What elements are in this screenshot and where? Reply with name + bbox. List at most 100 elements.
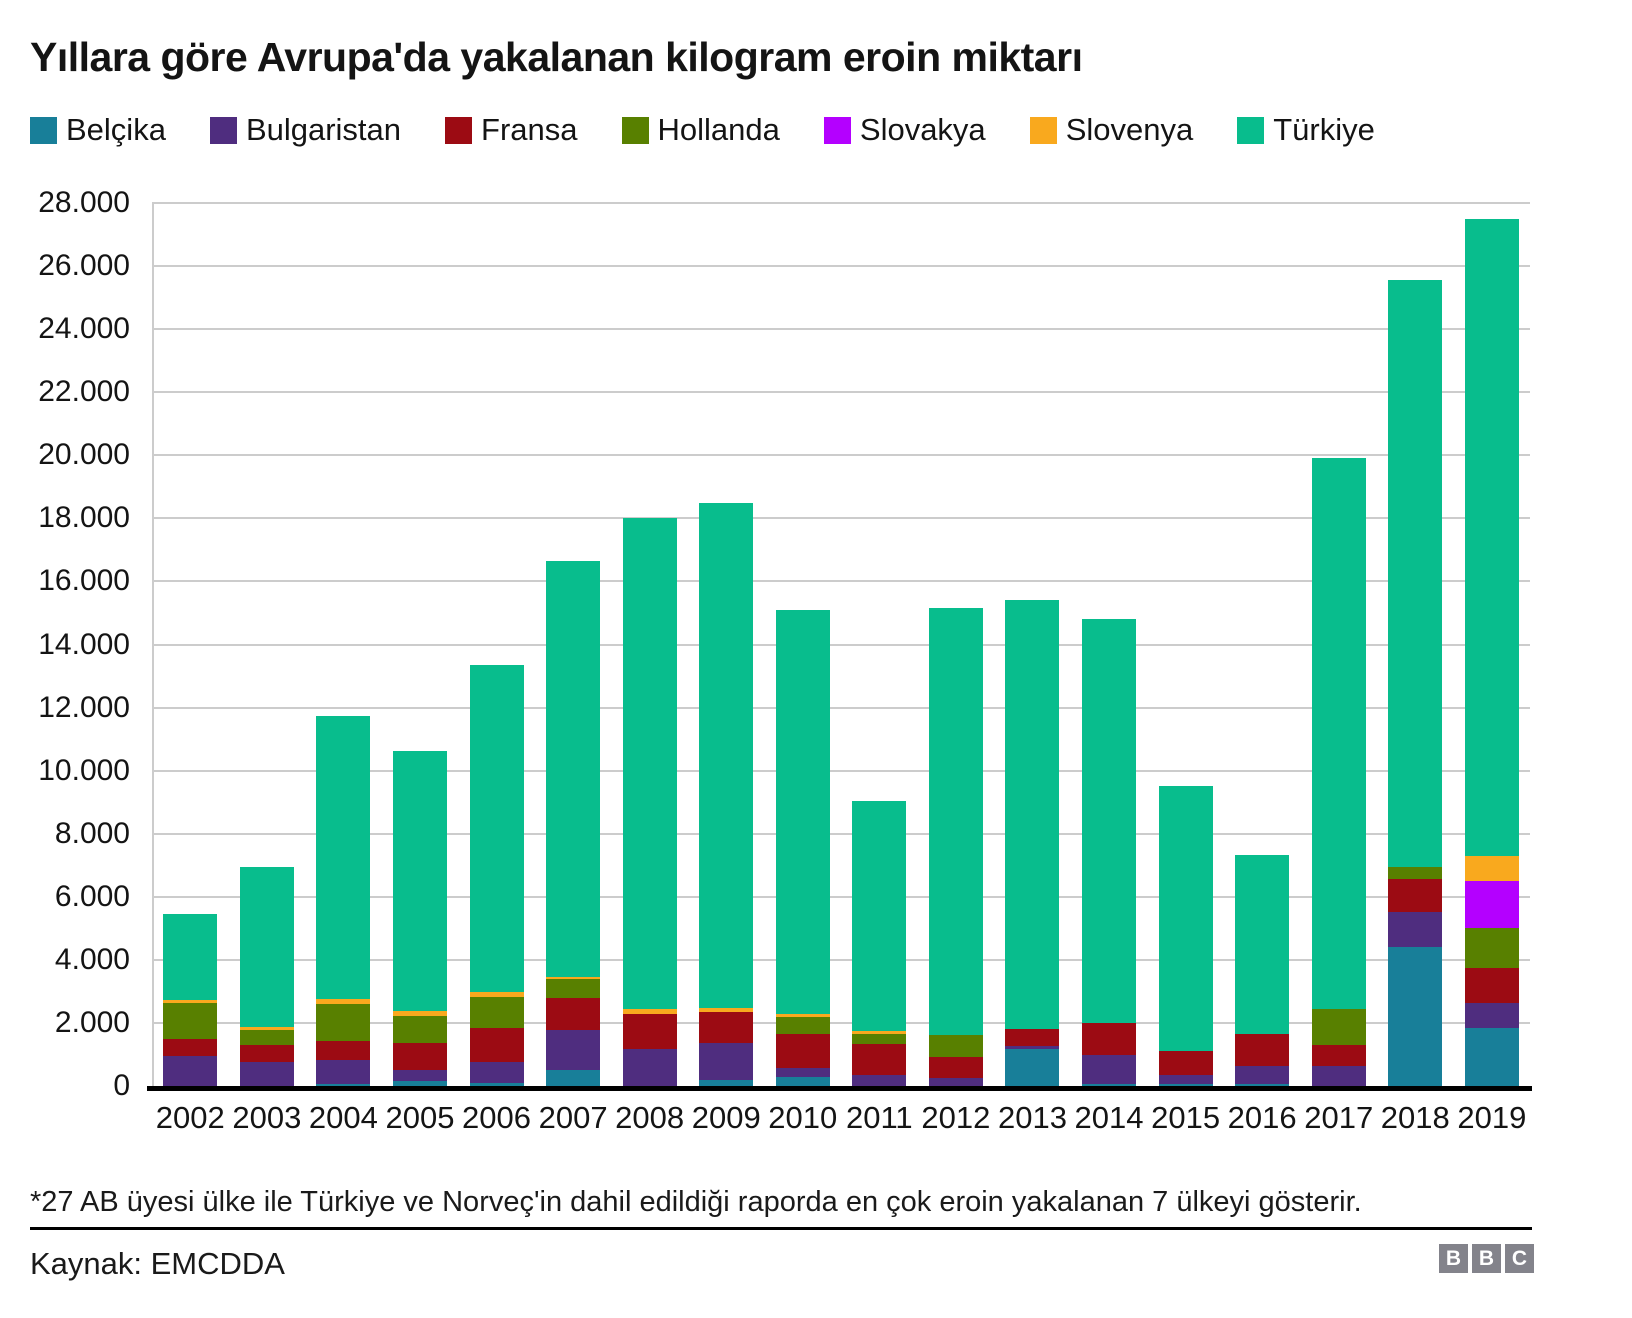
bar-segment-bulgaristan	[1464, 1002, 1519, 1029]
bar-segment-hollanda	[469, 997, 524, 1028]
bar-2016	[1235, 854, 1290, 1086]
bar-segment-hollanda	[1464, 928, 1519, 969]
bar-segment-slovenya	[239, 1026, 294, 1031]
y-tick-label: 8.000	[54, 816, 130, 850]
bar-segment-bulgaristan	[852, 1074, 907, 1086]
legend-swatch-icon	[30, 116, 57, 144]
bar-slot-2002	[152, 203, 229, 1086]
legend-label: Hollanda	[657, 112, 780, 147]
legend-swatch-icon	[621, 116, 649, 144]
bar-segment-hollanda	[1311, 1009, 1366, 1046]
legend-item-belçika: Belçika	[30, 112, 166, 148]
bar-2013	[1005, 600, 1060, 1086]
bar-slot-2004	[305, 203, 382, 1086]
bar-2003	[239, 867, 294, 1086]
x-tick-label: 2012	[921, 1100, 991, 1135]
y-tick-label: 14.000	[38, 627, 130, 661]
bar-2011	[852, 800, 907, 1086]
y-tick-label: 0	[113, 1069, 130, 1102]
bar-segment-fransa	[1311, 1045, 1366, 1066]
gridline	[152, 580, 1530, 583]
x-tick-label: 2006	[462, 1100, 532, 1135]
bar-segment-fransa	[622, 1013, 677, 1049]
y-tick-label: 10.000	[38, 753, 130, 787]
legend-item-fransa: Fransa	[445, 112, 578, 148]
x-tick-label: 2002	[155, 1100, 225, 1135]
x-tick-label: 2019	[1457, 1100, 1527, 1135]
bar-segment-belçika	[1158, 1084, 1213, 1086]
bar-segment-hollanda	[546, 979, 601, 999]
bar-segment-türkiye	[699, 502, 754, 1008]
x-tick-label: 2008	[615, 1100, 685, 1135]
legend-item-hollanda: Hollanda	[621, 112, 780, 148]
bar-segment-slovenya	[469, 991, 524, 998]
legend-swatch-icon	[1029, 116, 1057, 144]
bar-slot-2007	[535, 203, 612, 1086]
bar-segment-slovakya	[1464, 881, 1519, 929]
x-axis-labels: 2002 2003 2004 2005 2006 2007 2008 2009 2010 2011…	[152, 1100, 1530, 1136]
bar-segment-fransa	[699, 1012, 754, 1044]
legend-swatch-icon	[823, 116, 851, 144]
x-tick-label: 2005	[385, 1100, 455, 1135]
bar-segment-fransa	[1082, 1022, 1137, 1056]
x-tick-label: 2016	[1227, 1100, 1297, 1135]
bar-segment-belçika	[1388, 946, 1443, 1086]
bar-segment-türkiye	[163, 913, 218, 1001]
bar-slot-2015	[1147, 203, 1224, 1086]
bar-segment-hollanda	[928, 1035, 983, 1058]
bar-segment-bulgaristan	[1311, 1065, 1366, 1086]
bar-2002	[163, 913, 218, 1086]
bar-segment-bulgaristan	[928, 1078, 983, 1086]
legend-item-slovakya: Slovakya	[823, 112, 986, 148]
legend-item-bulgaristan: Bulgaristan	[209, 112, 401, 148]
source-label: Kaynak: EMCDDA	[30, 1246, 285, 1281]
legend-label: Belçika	[66, 112, 166, 147]
bar-segment-fransa	[546, 998, 601, 1031]
gridline	[152, 706, 1530, 709]
bar-segment-fransa	[852, 1043, 907, 1075]
y-axis-line	[152, 203, 154, 1086]
bar-slot-2018	[1377, 203, 1454, 1086]
bar-slot-2017	[1300, 203, 1377, 1086]
bar-segment-belçika	[316, 1083, 371, 1086]
bar-segment-fransa	[392, 1043, 447, 1070]
bar-segment-türkiye	[546, 560, 601, 977]
bar-2008	[622, 518, 677, 1086]
legend-item-slovenya: Slovenya	[1029, 112, 1193, 148]
gridline	[152, 832, 1530, 835]
bar-segment-hollanda	[775, 1017, 830, 1035]
x-tick-label: 2014	[1074, 1100, 1144, 1135]
y-tick-label: 20.000	[38, 438, 130, 472]
x-tick-label: 2015	[1151, 1100, 1221, 1135]
gridline	[152, 1021, 1530, 1024]
bar-segment-bulgaristan	[622, 1048, 677, 1086]
bar-2014	[1082, 618, 1137, 1086]
gridline	[152, 328, 1530, 331]
legend-label: Slovakya	[859, 112, 986, 147]
bar-segment-belçika	[1235, 1084, 1290, 1086]
bar-segment-bulgaristan	[775, 1068, 830, 1077]
y-tick-label: 6.000	[54, 879, 130, 913]
bar-segment-türkiye	[1158, 786, 1213, 1052]
bar-segment-bulgaristan	[546, 1030, 601, 1071]
bar-2009	[699, 502, 754, 1086]
bar-segment-türkiye	[1082, 618, 1137, 1023]
bar-segment-fransa	[1235, 1033, 1290, 1067]
bar-slot-2009	[688, 203, 765, 1086]
bar-segment-türkiye	[1235, 854, 1290, 1034]
y-tick-label: 12.000	[38, 690, 130, 724]
footer-divider	[30, 1227, 1532, 1230]
bar-slot-2006	[458, 203, 535, 1086]
legend-label: Türkiye	[1273, 112, 1375, 147]
bar-segment-bulgaristan	[1082, 1055, 1137, 1085]
gridline	[152, 391, 1530, 394]
bar-segment-fransa	[1158, 1051, 1213, 1076]
y-tick-label: 16.000	[38, 564, 130, 598]
bar-slot-2012	[918, 203, 995, 1086]
bar-slot-2014	[1071, 203, 1148, 1086]
bar-slot-2016	[1224, 203, 1301, 1086]
bar-segment-hollanda	[392, 1016, 447, 1044]
bar-2017	[1311, 458, 1366, 1086]
